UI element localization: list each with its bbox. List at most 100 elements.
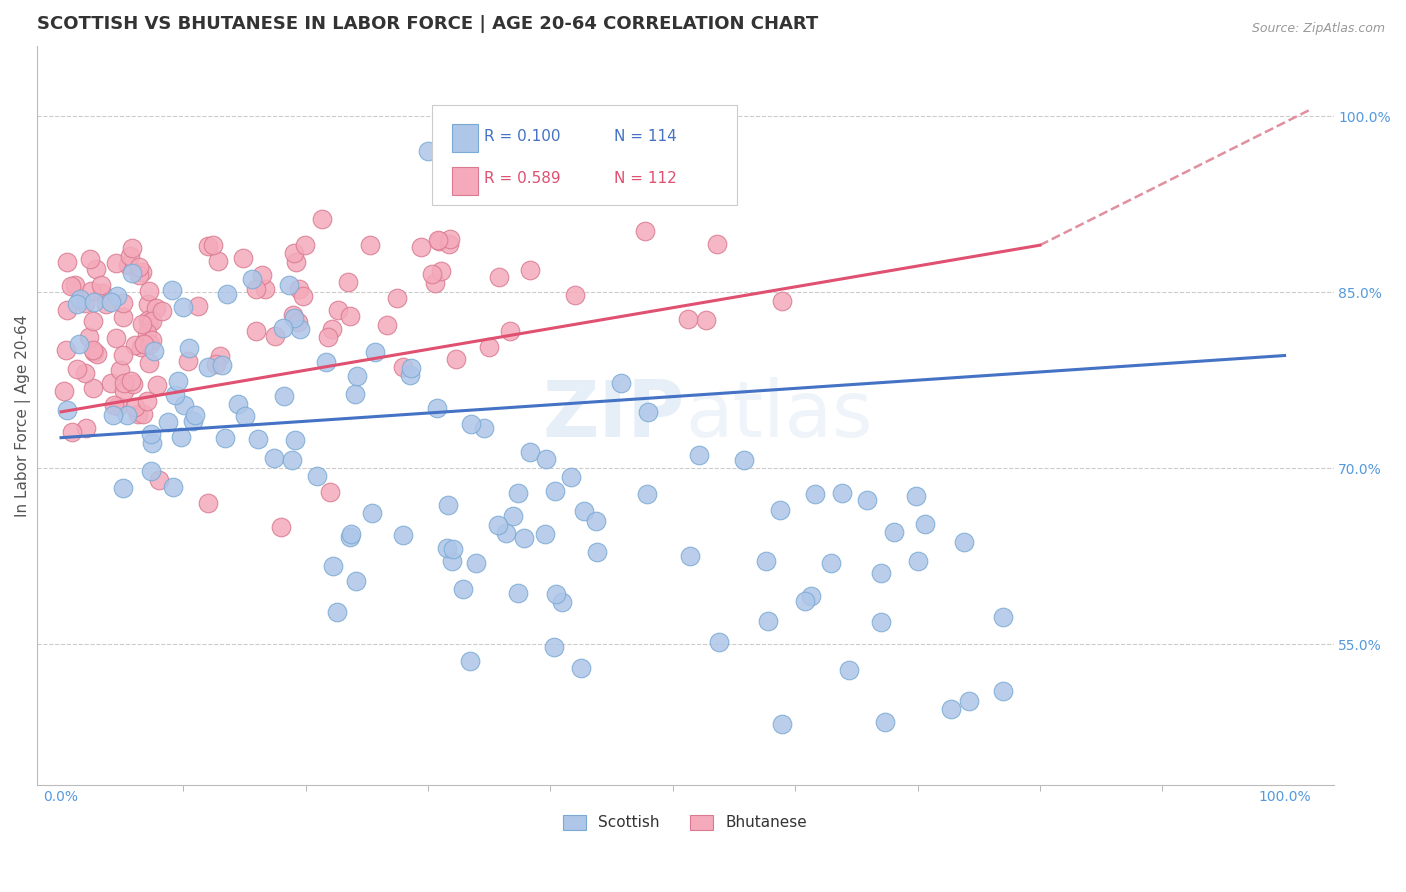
Point [610,376,633,390]
Point [325,606,347,620]
Point [138,316,160,330]
Point [100,376,122,390]
Point [499,325,522,339]
Point [66,297,89,311]
Point [770,293,793,308]
Point [409,240,432,254]
Point [420,267,443,281]
Point [82,314,104,328]
Point [104,256,127,270]
Point [263,329,285,343]
Point [141,436,163,450]
Point [139,426,162,441]
Point [91,286,114,301]
Point [111,295,134,310]
Point [204,357,226,371]
Point [132,335,155,350]
Point [904,489,927,503]
Point [173,398,195,412]
Point [129,340,152,354]
Point [437,498,460,512]
Point [240,272,263,286]
Point [166,374,188,388]
Point [322,558,344,573]
Point [207,254,229,268]
Point [197,239,219,253]
Point [869,566,891,580]
Point [534,527,557,541]
Point [952,535,974,549]
Point [141,464,163,478]
Point [86,347,108,361]
Point [162,479,184,493]
Point [103,408,125,422]
Point [138,296,160,310]
Point [572,503,595,517]
Point [181,414,204,428]
Point [233,409,256,423]
Point [770,717,793,731]
Point [202,238,225,252]
Point [217,286,239,301]
Text: atlas: atlas [685,377,873,453]
Point [138,337,160,351]
Point [145,301,167,315]
Point [875,715,897,730]
Point [543,640,565,655]
Point [120,249,142,263]
Point [281,453,304,467]
Legend: Scottish, Bhutanese: Scottish, Bhutanese [557,808,813,837]
Point [232,252,254,266]
Point [769,503,792,517]
Point [138,356,160,370]
Text: Source: ZipAtlas.com: Source: ZipAtlas.com [1251,22,1385,36]
Point [425,277,447,291]
Point [546,587,568,601]
Text: R = 0.589: R = 0.589 [484,171,561,186]
Point [339,309,361,323]
Text: N = 112: N = 112 [613,171,676,186]
Point [82,343,104,357]
Point [339,527,361,541]
Point [184,408,207,422]
Point [907,554,929,568]
Point [179,341,201,355]
FancyBboxPatch shape [432,105,737,204]
Point [105,289,128,303]
Point [339,530,361,544]
Point [337,275,360,289]
Point [197,496,219,510]
Point [488,270,510,285]
Point [359,237,381,252]
Point [392,360,415,375]
Point [399,360,422,375]
Y-axis label: In Labor Force | Age 20-64: In Labor Force | Age 20-64 [15,314,31,516]
Point [291,289,314,303]
Point [273,320,295,334]
Point [281,308,304,322]
Point [800,590,823,604]
Point [136,326,159,340]
Point [543,484,565,499]
Point [211,358,233,372]
Point [187,299,209,313]
Point [315,355,337,369]
Point [160,284,183,298]
Point [103,398,125,412]
Point [439,232,461,246]
Point [127,407,149,421]
Point [132,337,155,351]
Point [941,702,963,716]
Point [60,425,83,440]
Point [226,397,249,411]
Point [290,321,312,335]
Point [285,255,308,269]
Point [794,594,817,608]
Point [569,660,592,674]
Point [112,348,135,362]
Point [513,531,536,545]
Point [253,282,276,296]
Point [914,516,936,531]
Point [679,549,702,563]
Point [707,635,730,649]
